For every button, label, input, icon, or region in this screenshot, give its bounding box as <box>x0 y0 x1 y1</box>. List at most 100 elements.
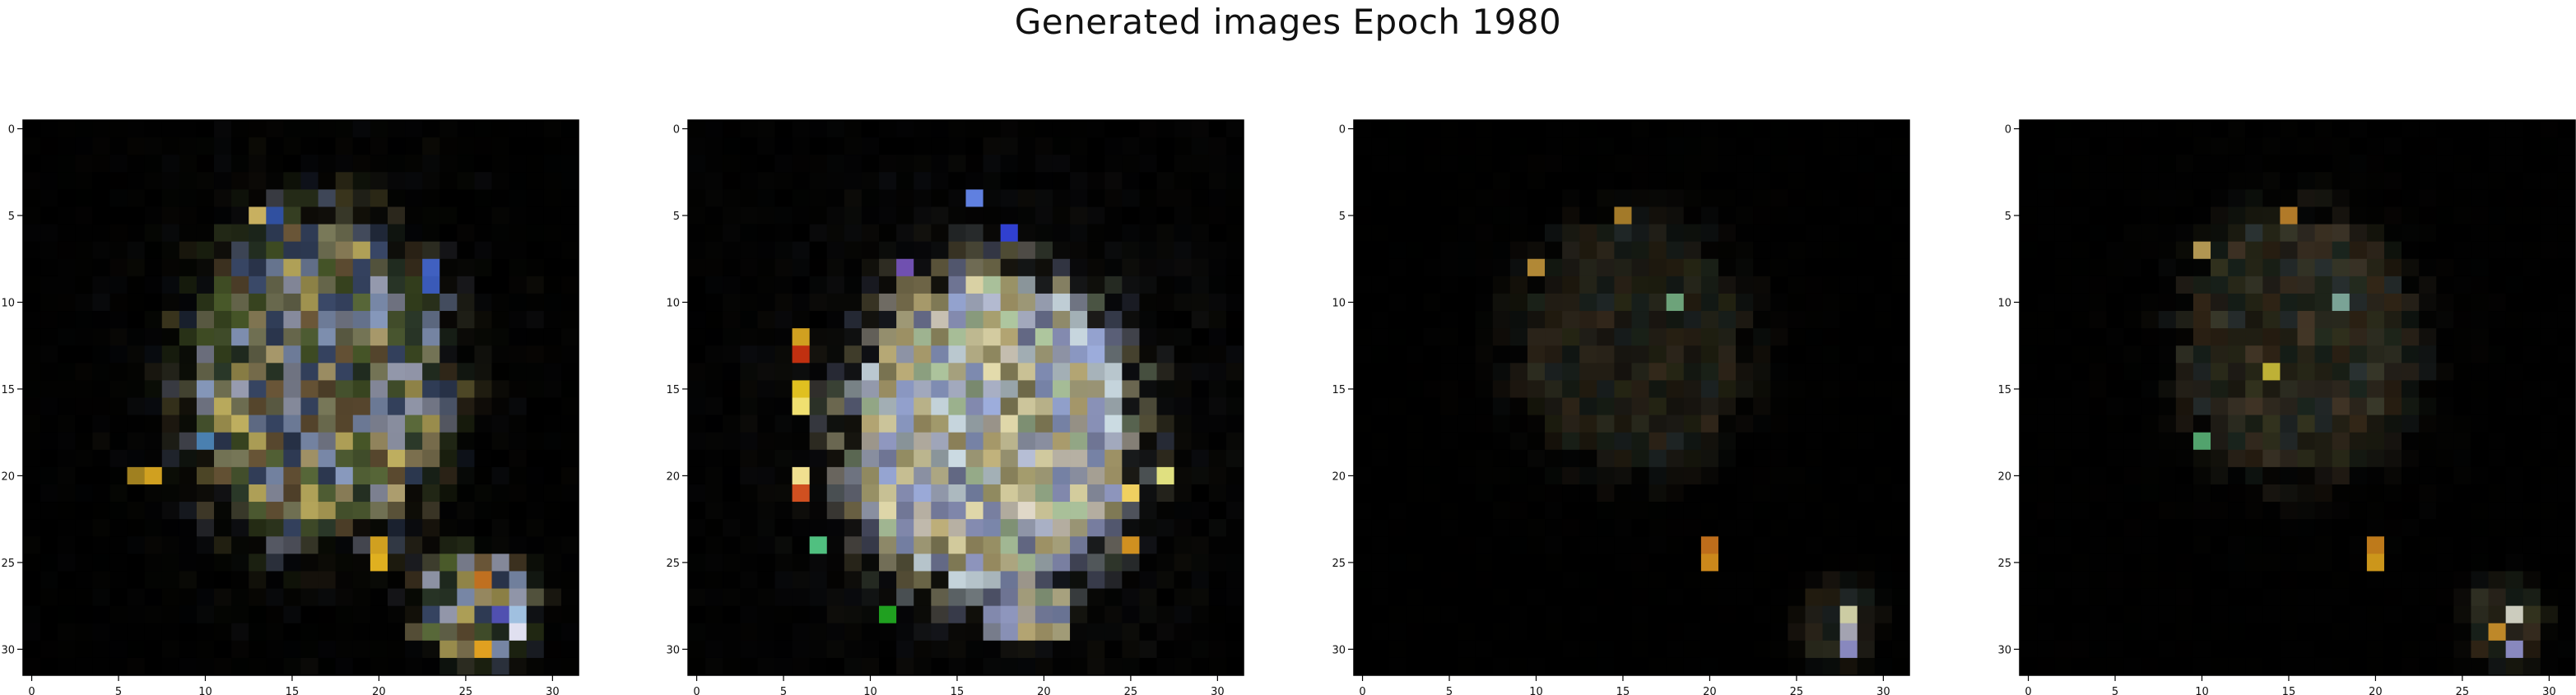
pixel <box>2280 259 2297 276</box>
pixel <box>1649 658 1667 675</box>
pixel <box>983 433 1001 450</box>
pixel <box>249 536 266 554</box>
pixel <box>2071 206 2089 224</box>
pixel <box>1440 294 1458 311</box>
pixel <box>2367 398 2384 415</box>
pixel <box>128 623 145 641</box>
pixel <box>688 311 705 328</box>
pixel <box>879 311 896 328</box>
y-tick-label: 10 <box>1997 297 2011 309</box>
pixel <box>2211 450 2228 467</box>
pixel <box>128 658 145 675</box>
pixel <box>561 467 579 484</box>
pixel <box>1053 172 1070 189</box>
pixel <box>740 450 757 467</box>
pixel <box>723 571 740 588</box>
pixel <box>2506 589 2523 606</box>
pixel <box>2419 398 2436 415</box>
pixel <box>1192 189 1209 206</box>
pixel <box>2054 155 2071 172</box>
pixel <box>2402 641 2419 658</box>
pixel <box>422 259 439 276</box>
pixel <box>1423 415 1440 433</box>
pixel <box>1209 206 1226 224</box>
pixel <box>966 155 983 172</box>
pixel <box>353 554 370 571</box>
pixel <box>1823 294 1840 311</box>
pixel <box>2176 641 2193 658</box>
pixel <box>2436 641 2453 658</box>
pixel <box>75 554 92 571</box>
pixel <box>1649 589 1667 606</box>
pixel <box>1614 571 1631 588</box>
pixel <box>1053 519 1070 536</box>
pixel <box>1770 137 1788 155</box>
pixel <box>2193 502 2211 519</box>
pixel <box>492 225 509 242</box>
pixel <box>2211 311 2228 328</box>
y-tick-label: 0 <box>2005 124 2011 137</box>
pixel <box>1718 554 1736 571</box>
pixel <box>2489 519 2506 536</box>
pixel <box>1684 484 1701 502</box>
pixel <box>1823 433 1840 450</box>
pixel <box>128 502 145 519</box>
pixel <box>757 450 774 467</box>
pixel <box>1875 380 1892 397</box>
pixel <box>966 554 983 571</box>
pixel <box>92 571 109 588</box>
pixel <box>1226 380 1244 397</box>
pixel <box>1823 623 1840 641</box>
pixel <box>2541 276 2558 294</box>
pixel <box>197 172 214 189</box>
pixel <box>23 641 40 658</box>
pixel <box>92 519 109 536</box>
pixel <box>1892 294 1909 311</box>
pixel <box>179 450 197 467</box>
pixel <box>319 259 336 276</box>
pixel <box>1104 484 1122 502</box>
pixel <box>1001 606 1018 623</box>
pixel <box>1805 519 1822 536</box>
pixel <box>2262 242 2280 259</box>
pixel <box>740 380 757 397</box>
pixel <box>1527 398 1545 415</box>
pixel <box>862 311 879 328</box>
pixel <box>353 433 370 450</box>
pixel <box>723 294 740 311</box>
pixel <box>2558 225 2575 242</box>
pixel <box>1070 536 1087 554</box>
pixel <box>544 623 561 641</box>
pixel <box>2054 415 2071 433</box>
pixel <box>2037 554 2054 571</box>
pixel <box>1684 623 1701 641</box>
pixel <box>1406 433 1423 450</box>
pixel <box>1527 225 1545 242</box>
pixel <box>2193 606 2211 623</box>
pixel <box>740 363 757 380</box>
pixel <box>1597 242 1614 259</box>
pixel <box>2037 328 2054 345</box>
y-tick-label: 15 <box>1997 384 2011 396</box>
pixel <box>2298 502 2315 519</box>
pixel <box>2089 606 2106 623</box>
pixel <box>231 536 249 554</box>
pixel <box>1684 172 1701 189</box>
pixel <box>1632 398 1649 415</box>
pixel <box>561 328 579 345</box>
pixel <box>561 276 579 294</box>
pixel <box>23 206 40 224</box>
pixel <box>2141 294 2159 311</box>
pixel <box>774 398 792 415</box>
pixel <box>2523 294 2541 311</box>
pixel <box>301 415 319 433</box>
x-tick-label: 5 <box>115 686 122 695</box>
pixel <box>793 433 810 450</box>
pixel <box>2350 536 2367 554</box>
pixel <box>145 363 162 380</box>
pixel <box>827 415 844 433</box>
pixel <box>2436 363 2453 380</box>
pixel <box>2106 433 2123 450</box>
pixel <box>439 589 457 606</box>
pixel <box>966 172 983 189</box>
